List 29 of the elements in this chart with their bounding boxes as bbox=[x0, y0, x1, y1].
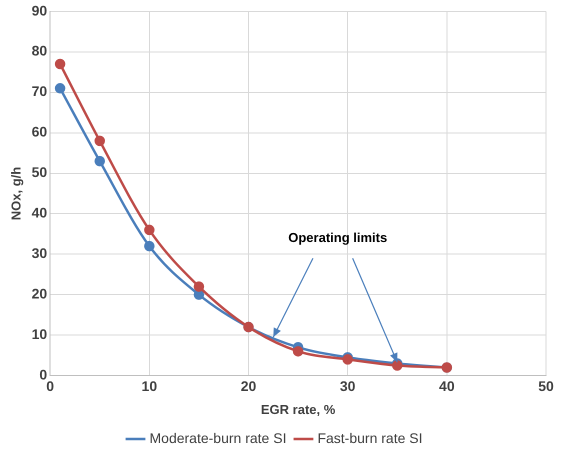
y-tick-label: 90 bbox=[32, 2, 48, 18]
y-tick-label: 20 bbox=[32, 286, 48, 302]
x-tick-label: 20 bbox=[240, 378, 256, 394]
legend-label: Moderate-burn rate SI bbox=[150, 430, 286, 446]
y-tick-label: 0 bbox=[39, 366, 48, 382]
point bbox=[94, 156, 106, 166]
x-tick-label: 50 bbox=[538, 378, 554, 394]
x-axis-title: EGR rate, % bbox=[260, 402, 336, 417]
y-tick-label: 10 bbox=[32, 326, 48, 342]
x-tick-label: 10 bbox=[142, 378, 158, 394]
x-tick-label: 40 bbox=[439, 378, 455, 394]
point bbox=[54, 83, 66, 94]
x-tick-label: 30 bbox=[340, 378, 356, 394]
y-tick-label: 60 bbox=[32, 124, 48, 140]
annotation: Operating limits bbox=[288, 230, 388, 245]
point bbox=[144, 240, 155, 252]
point bbox=[292, 346, 304, 357]
y-tick-label: 50 bbox=[32, 164, 48, 180]
point bbox=[94, 136, 106, 146]
y-tick-label: 70 bbox=[32, 83, 48, 100]
point bbox=[54, 58, 66, 70]
y-axis-title: NOx, g/h bbox=[8, 166, 24, 220]
y-tick-label: 80 bbox=[32, 42, 48, 59]
point bbox=[194, 281, 204, 292]
legend-label: Fast-burn rate SI bbox=[317, 430, 423, 446]
y-tick-label: 30 bbox=[32, 245, 48, 262]
point bbox=[144, 224, 155, 236]
point bbox=[194, 289, 204, 300]
y-tick-label: 40 bbox=[32, 204, 48, 221]
